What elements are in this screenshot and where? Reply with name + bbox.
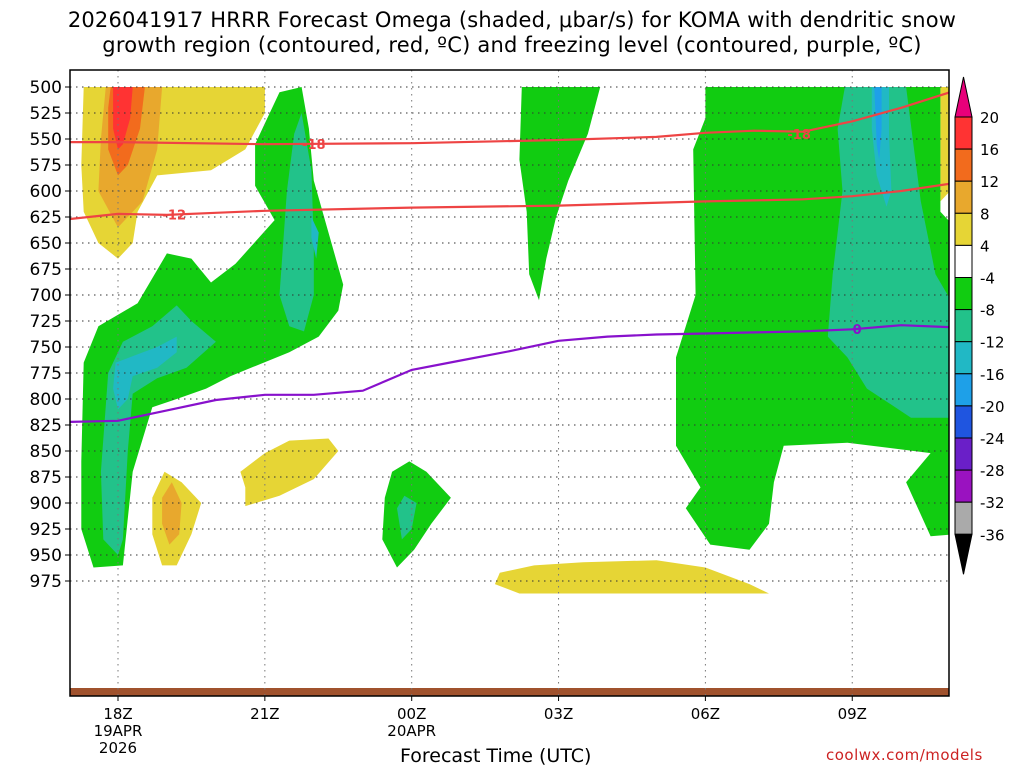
y-tick-label: 550 bbox=[30, 130, 62, 150]
colorbar-swatch bbox=[954, 437, 973, 471]
y-tick-label: 525 bbox=[30, 104, 62, 124]
x-tick-label: 18Z bbox=[103, 705, 132, 723]
omega-region-21 bbox=[494, 560, 769, 594]
ground-strip bbox=[70, 688, 949, 696]
colorbar-label: -4 bbox=[980, 270, 995, 288]
x-tick-label: 00Z bbox=[397, 705, 426, 723]
colorbar-swatch bbox=[954, 116, 973, 150]
x-tick-sublabel: 19APR bbox=[94, 722, 143, 740]
y-tick-label: 850 bbox=[30, 442, 62, 462]
y-tick-label: 775 bbox=[30, 364, 62, 384]
y-tick-label: 750 bbox=[30, 338, 62, 358]
contour-line-1 bbox=[70, 182, 949, 221]
plot-frame bbox=[69, 69, 950, 697]
y-tick-label: 700 bbox=[30, 286, 62, 306]
y-tick-label: 500 bbox=[30, 78, 62, 98]
colorbar-swatch bbox=[954, 148, 973, 182]
colorbar-swatch bbox=[954, 309, 973, 343]
colorbar-label: -20 bbox=[980, 398, 1005, 416]
colorbar-swatch bbox=[954, 244, 973, 278]
contour-label: -18 bbox=[302, 138, 326, 153]
colorbar-swatch bbox=[954, 469, 973, 503]
colorbar-top-arrow bbox=[954, 76, 973, 118]
y-tick-label: 650 bbox=[30, 234, 62, 254]
colorbar-swatch bbox=[954, 501, 973, 535]
colorbar-bottom-arrow bbox=[954, 533, 973, 575]
omega-region-13 bbox=[279, 113, 314, 332]
colorbar-swatch bbox=[954, 277, 973, 311]
colorbar-label: 16 bbox=[980, 141, 999, 159]
colorbar-label: -32 bbox=[980, 494, 1005, 512]
omega-region-7 bbox=[827, 87, 949, 418]
y-tick-label: 875 bbox=[30, 468, 62, 488]
contour-line-0 bbox=[70, 91, 949, 146]
x-tick-label: 21Z bbox=[250, 705, 279, 723]
plot-layer: 0 -12 -18 -18 bbox=[70, 70, 949, 696]
colorbar-swatch bbox=[954, 212, 973, 246]
omega-region-14 bbox=[311, 217, 319, 259]
colorbar-label: 20 bbox=[980, 109, 999, 127]
y-tick-label: 975 bbox=[30, 572, 62, 592]
omega-region-10 bbox=[81, 87, 344, 568]
colorbar-label: -24 bbox=[980, 430, 1005, 448]
colorbar-swatch bbox=[954, 405, 973, 439]
contour-label: 0 bbox=[853, 323, 862, 338]
x-axis-title: Forecast Time (UTC) bbox=[400, 745, 592, 767]
colorbar-label: 4 bbox=[980, 237, 990, 255]
colorbar-label: 12 bbox=[980, 173, 999, 191]
credit-link[interactable]: coolwx.com/models bbox=[826, 746, 983, 764]
colorbar-label: 8 bbox=[980, 205, 990, 223]
y-tick-label: 600 bbox=[30, 182, 62, 202]
chart-title: 2026041917 HRRR Forecast Omega (shaded, … bbox=[0, 8, 1024, 58]
chart-title-line-1: 2026041917 HRRR Forecast Omega (shaded, … bbox=[67, 8, 957, 32]
colorbar-label: -28 bbox=[980, 462, 1005, 480]
y-tick-label: 925 bbox=[30, 520, 62, 540]
chart-title-line-2: growth region (contoured, red, ºC) and f… bbox=[102, 33, 922, 57]
x-tick-sublabel: 2026 bbox=[99, 739, 137, 757]
omega-region-9 bbox=[874, 87, 882, 160]
colorbar-swatch bbox=[954, 373, 973, 407]
y-tick-label: 725 bbox=[30, 312, 62, 332]
omega-region-3 bbox=[113, 87, 133, 150]
y-tick-label: 900 bbox=[30, 494, 62, 514]
y-tick-label: 825 bbox=[30, 416, 62, 436]
omega-region-12 bbox=[113, 336, 177, 410]
colorbar-swatch bbox=[954, 341, 973, 375]
x-tick-label: 06Z bbox=[691, 705, 720, 723]
contour-label: -18 bbox=[787, 128, 811, 143]
omega-region-17 bbox=[397, 495, 417, 540]
colorbar-label: -16 bbox=[980, 366, 1005, 384]
colorbar-label: -12 bbox=[980, 334, 1005, 352]
x-tick-label: 09Z bbox=[838, 705, 867, 723]
colorbar-label: -8 bbox=[980, 302, 995, 320]
colorbar-swatch bbox=[954, 180, 973, 214]
contour-line-2 bbox=[70, 324, 949, 423]
omega-region-4 bbox=[940, 87, 949, 202]
x-tick-sublabel: 20APR bbox=[387, 722, 436, 740]
colorbar-label: -36 bbox=[980, 526, 1005, 544]
y-tick-label: 800 bbox=[30, 390, 62, 410]
y-tick-label: 575 bbox=[30, 156, 62, 176]
y-tick-label: 675 bbox=[30, 260, 62, 280]
y-tick-label: 625 bbox=[30, 208, 62, 228]
omega-region-16 bbox=[382, 461, 451, 568]
x-tick-label: 03Z bbox=[544, 705, 573, 723]
contour-label: -12 bbox=[163, 209, 187, 224]
y-tick-label: 950 bbox=[30, 546, 62, 566]
